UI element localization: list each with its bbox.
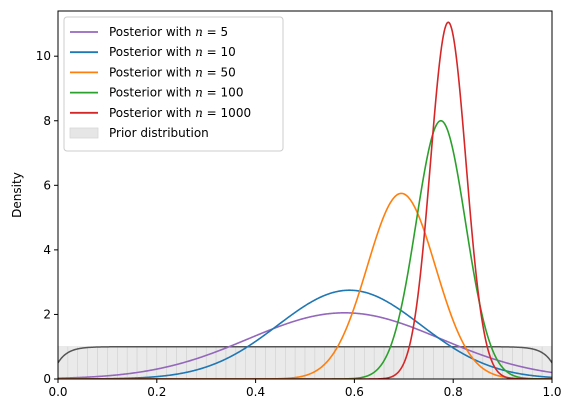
plot-area (58, 21, 552, 379)
legend-box (63, 16, 284, 152)
prior-bar (97, 346, 108, 379)
prior-bar (87, 346, 98, 379)
legend-entry-label: Posterior with n = 5 (109, 25, 228, 39)
y-axis: 0 2 4 6 8 10 (36, 49, 58, 386)
prior-bar (225, 346, 237, 379)
prior-bar (354, 346, 365, 379)
x-tick-label: 0.0 (48, 385, 67, 399)
y-axis-label: Density (10, 172, 24, 218)
legend: Posterior with n = 5 Posterior with n = 1… (63, 16, 284, 152)
prior-bar (334, 346, 345, 379)
prior-histogram (58, 346, 552, 379)
x-tick-label: 1.0 (542, 385, 561, 399)
prior-bar (284, 346, 296, 379)
legend-entry-label: Posterior with n = 10 (109, 45, 236, 59)
prior-bar (275, 346, 286, 379)
prior-bar (265, 346, 276, 379)
prior-bar (443, 346, 454, 379)
y-tick-label: 10 (36, 49, 51, 63)
prior-bar (314, 346, 326, 379)
y-tick-label: 6 (43, 178, 51, 192)
prior-kde-line (58, 345, 552, 364)
prior-bar (156, 346, 167, 379)
legend-entry-label: Posterior with n = 1000 (109, 106, 251, 120)
prior-bar (186, 346, 197, 379)
y-tick-label: 2 (43, 307, 51, 321)
prior-bar (245, 346, 256, 379)
x-tick-label: 0.4 (246, 385, 265, 399)
prior-bar (413, 346, 424, 379)
x-tick-label: 0.2 (147, 385, 166, 399)
prior-bar (77, 346, 88, 379)
x-tick-label: 0.8 (444, 385, 463, 399)
y-tick-label: 0 (43, 372, 51, 386)
x-axis: 0.0 0.2 0.4 0.6 0.8 1.0 (48, 379, 562, 399)
legend-swatch (69, 127, 99, 139)
legend-entry-label: Posterior with n = 100 (109, 86, 243, 100)
prior-bar (58, 346, 69, 379)
legend-entry-label: Posterior with n = 50 (109, 65, 236, 79)
y-tick-label: 8 (43, 114, 51, 128)
prior-bar (107, 346, 118, 379)
prior-bar (196, 346, 207, 379)
posterior-curve (58, 192, 552, 379)
axes-frame (57, 10, 553, 380)
x-tick-label: 0.6 (345, 385, 364, 399)
legend-entry-label: Prior distribution (109, 126, 209, 140)
posterior-curve (58, 119, 552, 379)
prior-bar (294, 346, 306, 379)
prior-bar (433, 346, 444, 379)
prior-bar (423, 346, 434, 379)
y-tick-label: 4 (43, 243, 51, 257)
prior-bar (146, 346, 158, 379)
prior-bar (541, 346, 552, 379)
prior-bar (344, 346, 355, 379)
prior-bar (255, 346, 266, 379)
posterior-curve (58, 289, 552, 379)
posterior-curve (58, 312, 552, 379)
posterior-curve (58, 21, 552, 379)
prior-bar (136, 346, 148, 379)
